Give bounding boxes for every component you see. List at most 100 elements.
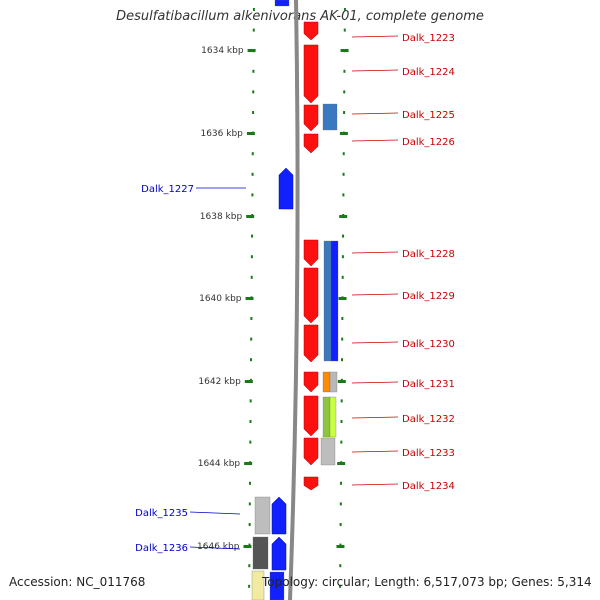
feature-track-bar xyxy=(322,396,331,438)
tick-dot xyxy=(339,481,342,485)
tick-dot xyxy=(340,440,343,444)
tick-dot xyxy=(340,399,343,403)
major-tick-mark xyxy=(246,215,255,218)
gene-label-dalk-1236: Dalk_1236 xyxy=(135,543,188,554)
tick-dot xyxy=(248,584,251,588)
tick-dot xyxy=(341,337,344,341)
tick-dot xyxy=(250,255,253,259)
tick-label: 1644 kbp xyxy=(198,459,241,469)
tick-dot xyxy=(249,399,252,403)
tick-dot xyxy=(341,275,344,279)
gene-label-dalk-1232: Dalk_1232 xyxy=(402,414,455,425)
gene-label-dalk-1230: Dalk_1230 xyxy=(402,339,455,350)
tick-dot xyxy=(340,420,343,423)
major-tick-mark xyxy=(244,380,253,383)
tick-dot xyxy=(252,111,255,114)
tick-dot xyxy=(339,584,342,588)
gene-dalk-1230 xyxy=(303,324,319,363)
tick-dot xyxy=(343,69,346,73)
major-tick-mark xyxy=(336,545,345,548)
tick-label: 1636 kbp xyxy=(200,129,243,139)
tick-label: 1642 kbp xyxy=(198,377,241,387)
tick-dot xyxy=(343,111,346,114)
tick-dot xyxy=(249,420,252,423)
tick-dot xyxy=(252,69,255,73)
gene-label-leader xyxy=(189,546,241,550)
gene-label-leader xyxy=(351,483,399,486)
gene-dalk-1232 xyxy=(303,395,319,437)
gene-label-leader xyxy=(189,511,241,515)
tick-dot xyxy=(248,523,251,526)
tick-dot xyxy=(342,234,345,238)
gene-label-dalk-1224: Dalk_1224 xyxy=(402,67,455,78)
gene-dalk-1226 xyxy=(303,133,319,154)
major-tick-mark xyxy=(338,297,347,300)
gene-label-leader xyxy=(351,381,399,384)
gene-label-dalk-1233: Dalk_1233 xyxy=(402,448,455,459)
tick-dot xyxy=(248,502,251,506)
tick-dot xyxy=(249,440,252,444)
tick-dot xyxy=(252,90,255,94)
gene-label-dalk-1235: Dalk_1235 xyxy=(135,508,188,519)
tick-dot xyxy=(248,481,251,485)
tick-dot xyxy=(251,172,254,176)
tick-dot xyxy=(251,234,254,238)
backbone-line xyxy=(288,0,300,600)
feature-track-bar xyxy=(274,0,290,7)
tick-dot xyxy=(342,193,345,197)
tick-dot xyxy=(339,502,342,506)
gene-dalk-1228 xyxy=(303,239,319,267)
gene-label-dalk-1227: Dalk_1227 xyxy=(141,184,194,195)
tick-dot xyxy=(343,90,346,94)
major-tick-mark xyxy=(247,49,256,52)
gene-label-leader xyxy=(351,293,399,296)
gene-label-leader xyxy=(351,112,399,115)
tick-dot xyxy=(248,564,251,568)
gene-dalk-1223 xyxy=(303,21,319,41)
gene-dalk-1231 xyxy=(303,371,319,393)
major-tick-mark xyxy=(337,462,346,465)
gene-dalk-1233 xyxy=(303,437,319,466)
feature-track-bar xyxy=(322,371,331,393)
map-title: Desulfatibacillum alkenivorans AK-01, co… xyxy=(116,9,484,24)
gene-dalk-1235 xyxy=(271,496,287,535)
major-tick-mark xyxy=(244,462,253,465)
major-tick-mark xyxy=(337,380,346,383)
tick-dot xyxy=(343,28,346,32)
tick-dot xyxy=(250,317,253,320)
tick-dot xyxy=(342,152,345,156)
tick-dot xyxy=(339,523,342,526)
gene-label-leader xyxy=(351,35,399,38)
major-tick-mark xyxy=(245,297,254,300)
tick-dot xyxy=(343,8,346,11)
tick-dot xyxy=(342,172,345,176)
tick-dot xyxy=(341,317,344,320)
gene-dalk-1234 xyxy=(303,476,319,491)
summary-text: Topology: circular; Length: 6,517,073 bp… xyxy=(262,575,592,589)
major-tick-mark xyxy=(340,49,349,52)
gene-label-leader xyxy=(351,139,399,142)
feature-track-bar xyxy=(330,240,339,362)
gene-label-dalk-1226: Dalk_1226 xyxy=(402,137,455,148)
gene-label-leader xyxy=(351,341,399,344)
tick-dot xyxy=(250,358,253,362)
tick-dot xyxy=(251,193,254,197)
gene-label-dalk-1234: Dalk_1234 xyxy=(402,481,455,492)
tick-dot xyxy=(341,255,344,259)
feature-track-bar xyxy=(269,571,285,600)
gene-dalk-1225 xyxy=(303,104,319,132)
tick-dot xyxy=(251,152,254,156)
major-tick-mark xyxy=(246,132,255,135)
major-tick-mark xyxy=(339,215,348,218)
accession-text: Accession: NC_011768 xyxy=(9,575,146,589)
gene-label-dalk-1223: Dalk_1223 xyxy=(402,33,455,44)
gene-dalk-1236 xyxy=(271,536,287,571)
feature-track-bar xyxy=(251,570,265,600)
tick-label: 1634 kbp xyxy=(201,46,244,56)
gene-label-dalk-1225: Dalk_1225 xyxy=(402,110,455,121)
gene-label-leader xyxy=(351,69,399,72)
tick-label: 1640 kbp xyxy=(199,294,242,304)
gene-dalk-1227 xyxy=(278,167,294,210)
